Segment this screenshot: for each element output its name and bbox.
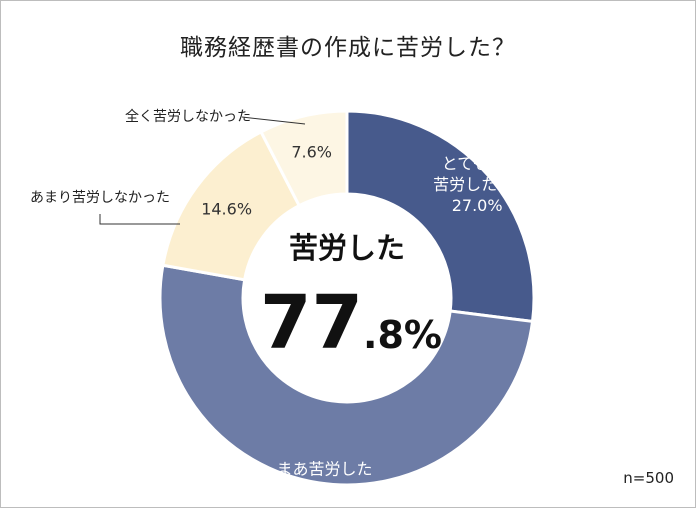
leader-line-2: [99, 214, 180, 225]
donut-slice-1: [345, 109, 536, 324]
outside-label-2: あまり苦労しなかった: [30, 190, 170, 206]
center-value: 77.8%: [260, 280, 442, 366]
slice-label-1-line-2: 苦労した: [433, 175, 497, 194]
center-label: 苦労した: [289, 231, 405, 265]
chart-title: 職務経歴書の作成に苦労した？: [180, 35, 516, 61]
outside-label-1: 全く苦労しなかった: [125, 108, 251, 125]
center-value-decimal: .8%: [363, 313, 442, 357]
center-value-integer: 77: [260, 280, 363, 366]
sample-size-label: n=500: [623, 469, 674, 487]
leader-line-1: [241, 116, 306, 125]
donut-slice-2: [158, 263, 535, 487]
slice-value-1: 27.0%: [452, 196, 503, 215]
slice-value-2: 50.8%: [299, 480, 350, 499]
slice-value-3: 14.6%: [201, 199, 252, 218]
slice-label-2-line-1: まあ苦労した: [277, 459, 373, 478]
slice-value-4: 7.6%: [291, 143, 332, 162]
slice-label-1-line-1: とても: [442, 154, 489, 173]
